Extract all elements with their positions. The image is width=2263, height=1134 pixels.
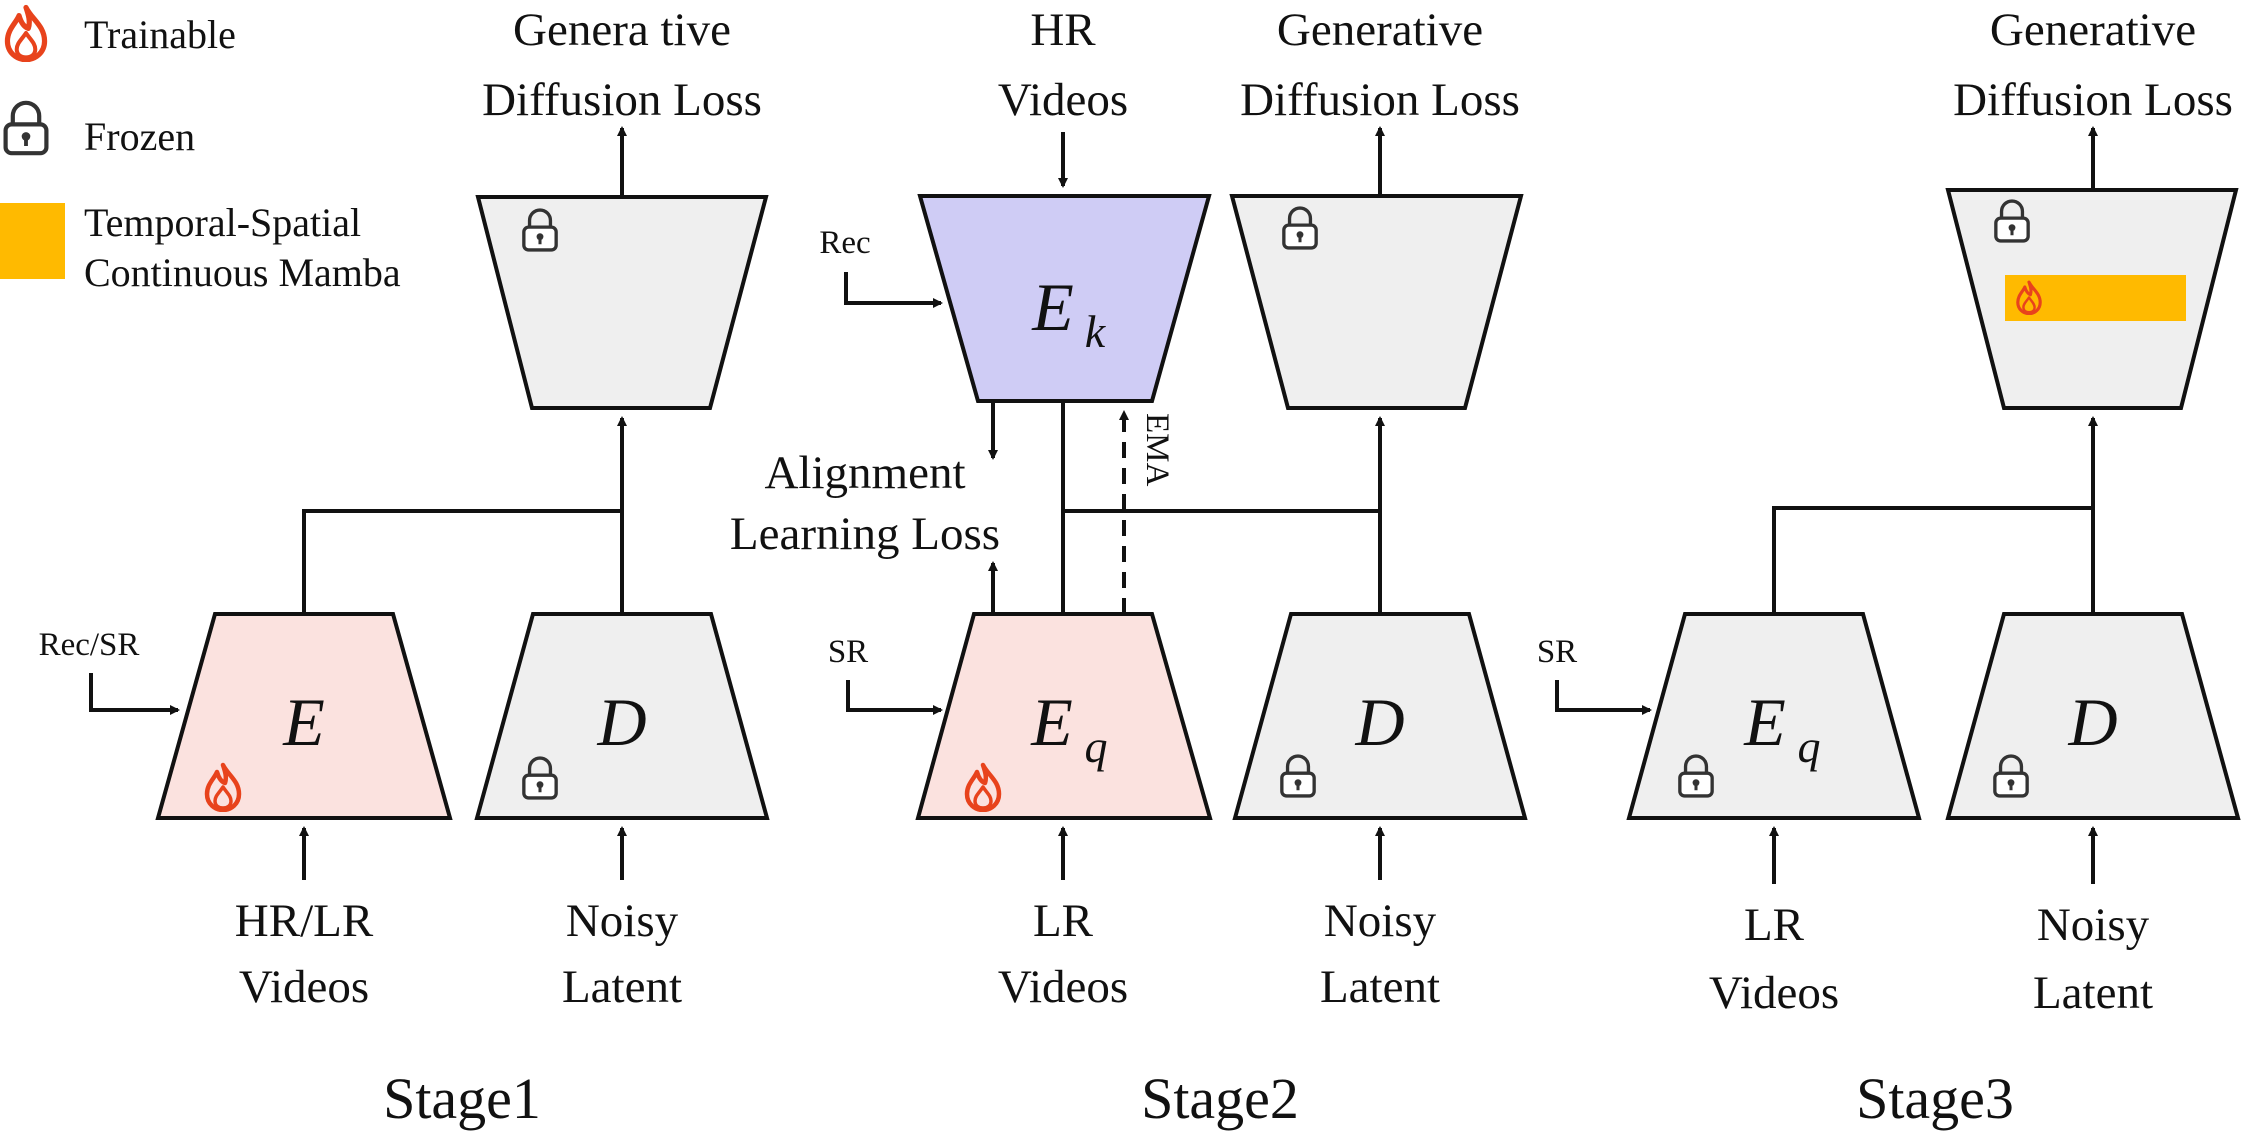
stage1-encoder-block [155,612,453,820]
stage3-lr-encoder-block [1626,612,1922,820]
stage3-decoder-symbol: D [2067,684,2117,760]
stage2-ek-subscript: k [1085,306,1107,357]
legend-mamba-line1: Temporal-Spatial [84,200,361,245]
stage3: Generative Diffusion Loss E q SR D LR Vi… [1537,4,2241,1131]
stage2-sr-label: SR [828,634,868,670]
stage2-decoder-in-line1: Noisy [1324,895,1437,947]
stage1-input-arrow [89,673,180,715]
stage1-decoder-symbol: D [596,684,646,760]
stage3-sr-label: SR [1537,634,1577,670]
lock-icon [6,103,47,153]
legend-mamba-line2: Continuous Mamba [84,250,401,295]
stage1-input-label: Rec/SR [39,627,140,663]
stage1-loss-line2: Diffusion Loss [482,74,762,126]
stage1-encoder-in-line1: HR/LR [235,895,374,947]
flame-icon [7,7,44,59]
stage1-encoder-symbol: E [282,684,325,760]
stage3-loss-line2: Diffusion Loss [1953,74,2233,126]
stage2-rec-label: Rec [819,225,870,261]
legend: Trainable Frozen Temporal-Spatial Contin… [0,7,401,295]
stage3-encoder-in-line2: Videos [1709,967,1839,1019]
stage2-ema-label: EMA [1139,413,1175,487]
stage1-diffusion-block [475,195,769,410]
stage1-decoder-in-line1: Noisy [566,895,679,947]
stage2-sr-arrow [846,680,943,715]
stage2-title: Stage2 [1141,1066,1299,1131]
stage1: Genera tive Diffusion Loss E D Rec/SR HR… [39,4,770,1131]
stage2-ek-symbol: E [1031,269,1074,345]
stage2-loss-line2: Diffusion Loss [1240,74,1520,126]
stage2-diffusion-block [1229,194,1524,410]
stage2-lr-encoder-block [915,612,1213,820]
stage3-loss-line1: Generative [1990,4,2196,56]
stage3-title: Stage3 [1856,1066,2014,1131]
stage2-align-line1: Alignment [764,447,965,499]
stage2-eq-symbol: E [1030,684,1073,760]
stage2-decoder-symbol: D [1354,684,1404,760]
stage1-title: Stage1 [383,1066,541,1131]
stage1-decoder-in-line2: Latent [562,961,682,1013]
legend-trainable-label: Trainable [84,12,236,57]
stage1-loss-line1: Genera tive [513,4,731,56]
stage3-sr-arrow [1555,680,1652,715]
stage2-align-line2: Learning Loss [730,508,1000,560]
stage3-eq-symbol: E [1743,684,1786,760]
stage2-encoder-in-line1: LR [1033,895,1094,947]
stage2-decoder-in-line2: Latent [1320,961,1440,1013]
stage2-hr-line2: Videos [998,74,1128,126]
stage2-loss-line1: Generative [1277,4,1483,56]
stage3-eq-subscript: q [1798,721,1821,772]
mamba-legend-swatch [0,203,65,279]
stage3-decoder-in-line2: Latent [2033,967,2153,1019]
stage2-hr-line1: HR [1030,4,1096,56]
stage2-encoder-in-line2: Videos [998,961,1128,1013]
stage1-encoder-in-line2: Videos [239,961,369,1013]
stage3-decoder-in-line1: Noisy [2037,899,2150,951]
legend-frozen-label: Frozen [84,114,195,159]
stage2: HR Videos Generative Diffusion Loss E k … [730,4,1528,1131]
stage2-rec-arrow [844,272,943,308]
stage3-encoder-in-line1: LR [1744,899,1805,951]
stage2-hr-encoder-block [917,194,1212,403]
stage2-eq-subscript: q [1085,721,1108,772]
